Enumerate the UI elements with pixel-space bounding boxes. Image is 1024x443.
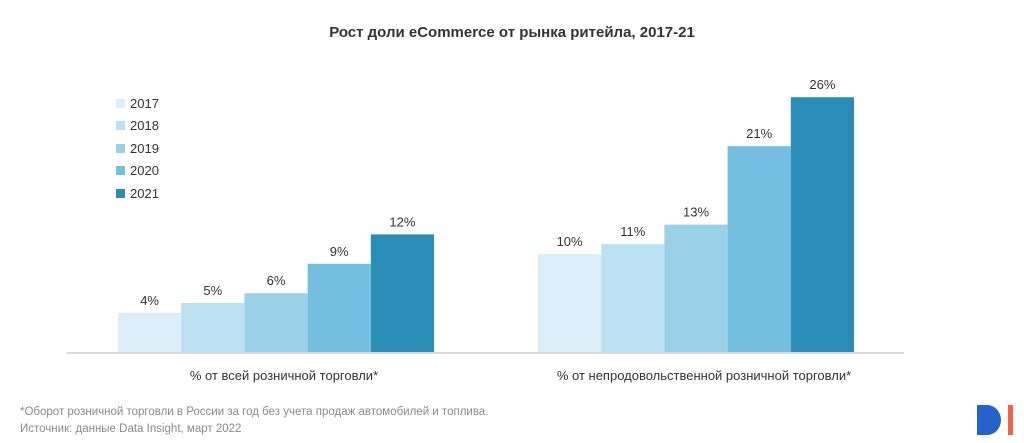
bar-2018-2	[601, 244, 665, 352]
legend-item: 2020	[116, 160, 159, 183]
legend-swatch	[116, 143, 125, 153]
footnote-note: *Оборот розничной торговли в России за г…	[20, 406, 489, 418]
category-labels-layer: % от всей розничной торговли* % от непрод…	[190, 368, 851, 383]
legend-swatch	[116, 188, 125, 198]
footnote-source: Источник: данные Data Insight, март 2022	[20, 423, 242, 435]
data-label: 13%	[683, 205, 709, 220]
bar-2021-1	[370, 234, 434, 352]
bar-2019-1	[244, 293, 308, 352]
data-label: 6%	[267, 273, 286, 288]
legend-item: 2017	[116, 92, 159, 115]
data-insight-logo	[977, 405, 1013, 435]
legend-label: 2018	[130, 118, 159, 134]
bar-2018-1	[181, 303, 245, 352]
data-label: 9%	[330, 244, 349, 259]
bar-2019-2	[664, 224, 728, 352]
data-labels-layer: 4% 5% 6% 9% 12% 10% 11% 13% 21% 26%	[140, 77, 836, 308]
data-label: 5%	[203, 283, 222, 298]
legend: 2017 2018 2019 2020 2021	[116, 92, 159, 205]
logo-d-shape	[977, 405, 1001, 435]
legend-label: 2021	[130, 185, 159, 201]
legend-swatch	[116, 166, 125, 176]
category-label: % от всей розничной торговли*	[190, 368, 378, 383]
legend-label: 2019	[130, 140, 159, 156]
data-label: 12%	[389, 214, 415, 229]
logo-i-shape	[1008, 405, 1013, 435]
legend-swatch	[116, 121, 125, 131]
data-label: 26%	[809, 77, 835, 92]
bar-2021-2	[790, 97, 854, 352]
bar-2017-1	[118, 312, 182, 352]
bar-2020-1	[307, 263, 371, 352]
legend-item: 2019	[116, 137, 159, 160]
legend-label: 2020	[130, 163, 159, 179]
category-label: % от непродовольственной розничной торго…	[557, 368, 851, 383]
footnotes: *Оборот розничной торговли в России за г…	[20, 404, 488, 438]
data-label: 21%	[746, 126, 772, 141]
data-label: 4%	[140, 293, 159, 308]
bars-layer	[118, 97, 854, 352]
bar-2017-2	[538, 254, 602, 352]
legend-item: 2018	[116, 115, 159, 138]
legend-item: 2021	[116, 182, 159, 205]
data-label: 10%	[557, 234, 583, 249]
legend-label: 2017	[130, 95, 159, 111]
legend-swatch	[116, 98, 125, 108]
data-label: 11%	[620, 224, 645, 239]
bar-2020-2	[727, 146, 791, 352]
chart-title: Рост доли eCommerce от рынка ритейла, 20…	[329, 24, 695, 41]
